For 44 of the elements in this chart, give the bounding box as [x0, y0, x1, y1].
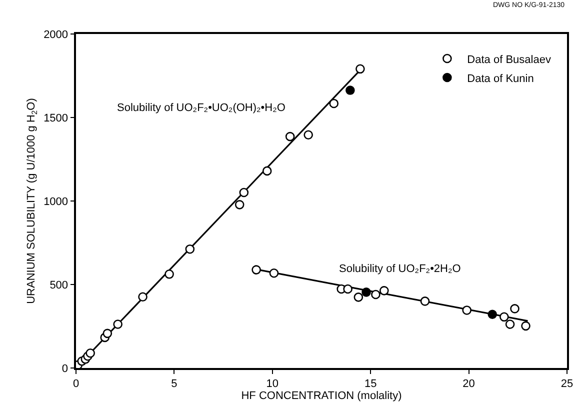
annotation: Solubility of UO₂F₂•UO₂(OH)₂•H₂O: [117, 102, 286, 114]
point: [269, 268, 279, 278]
point: [505, 320, 515, 329]
legend-label: Data of Kunin: [467, 72, 534, 85]
x-tick-label: 15: [364, 378, 377, 390]
point: [488, 310, 498, 320]
point: [102, 328, 112, 338]
y-tick-label: 500: [50, 279, 68, 292]
point: [343, 284, 352, 294]
point: [371, 290, 380, 300]
point: [362, 288, 371, 297]
y-tick-label: 0: [62, 362, 68, 375]
point: [420, 296, 430, 306]
point: [510, 304, 520, 314]
point: [304, 130, 313, 140]
y-tick-label: 1500: [44, 112, 68, 124]
point: [234, 200, 244, 210]
legend-label: Data of Busalaev: [467, 54, 552, 66]
x-axis-title: HF CONCENTRATION (molality): [241, 390, 402, 402]
annotation: Solubility of UO₂F₂•2H₂O: [339, 263, 462, 275]
point: [521, 321, 530, 331]
point: [164, 270, 174, 279]
point: [346, 86, 355, 95]
point: [356, 64, 365, 74]
point: [262, 166, 272, 176]
point: [354, 292, 364, 302]
y-tick-label: 1000: [44, 196, 68, 208]
y-tick-label: 2000: [44, 28, 68, 41]
x-tick-label: 25: [560, 378, 574, 390]
x-tick-label: 20: [462, 378, 475, 390]
x-tick-label: 10: [266, 378, 279, 390]
point: [380, 286, 389, 296]
x-tick-label: 5: [171, 378, 178, 390]
point: [185, 244, 195, 254]
point: [252, 265, 261, 274]
point: [285, 132, 295, 142]
point: [500, 312, 509, 322]
point: [239, 188, 249, 198]
point: [86, 348, 95, 358]
point: [329, 98, 339, 108]
point: [113, 320, 122, 329]
point: [462, 306, 472, 315]
point: [138, 292, 148, 302]
x-tick-label: 0: [72, 378, 80, 390]
